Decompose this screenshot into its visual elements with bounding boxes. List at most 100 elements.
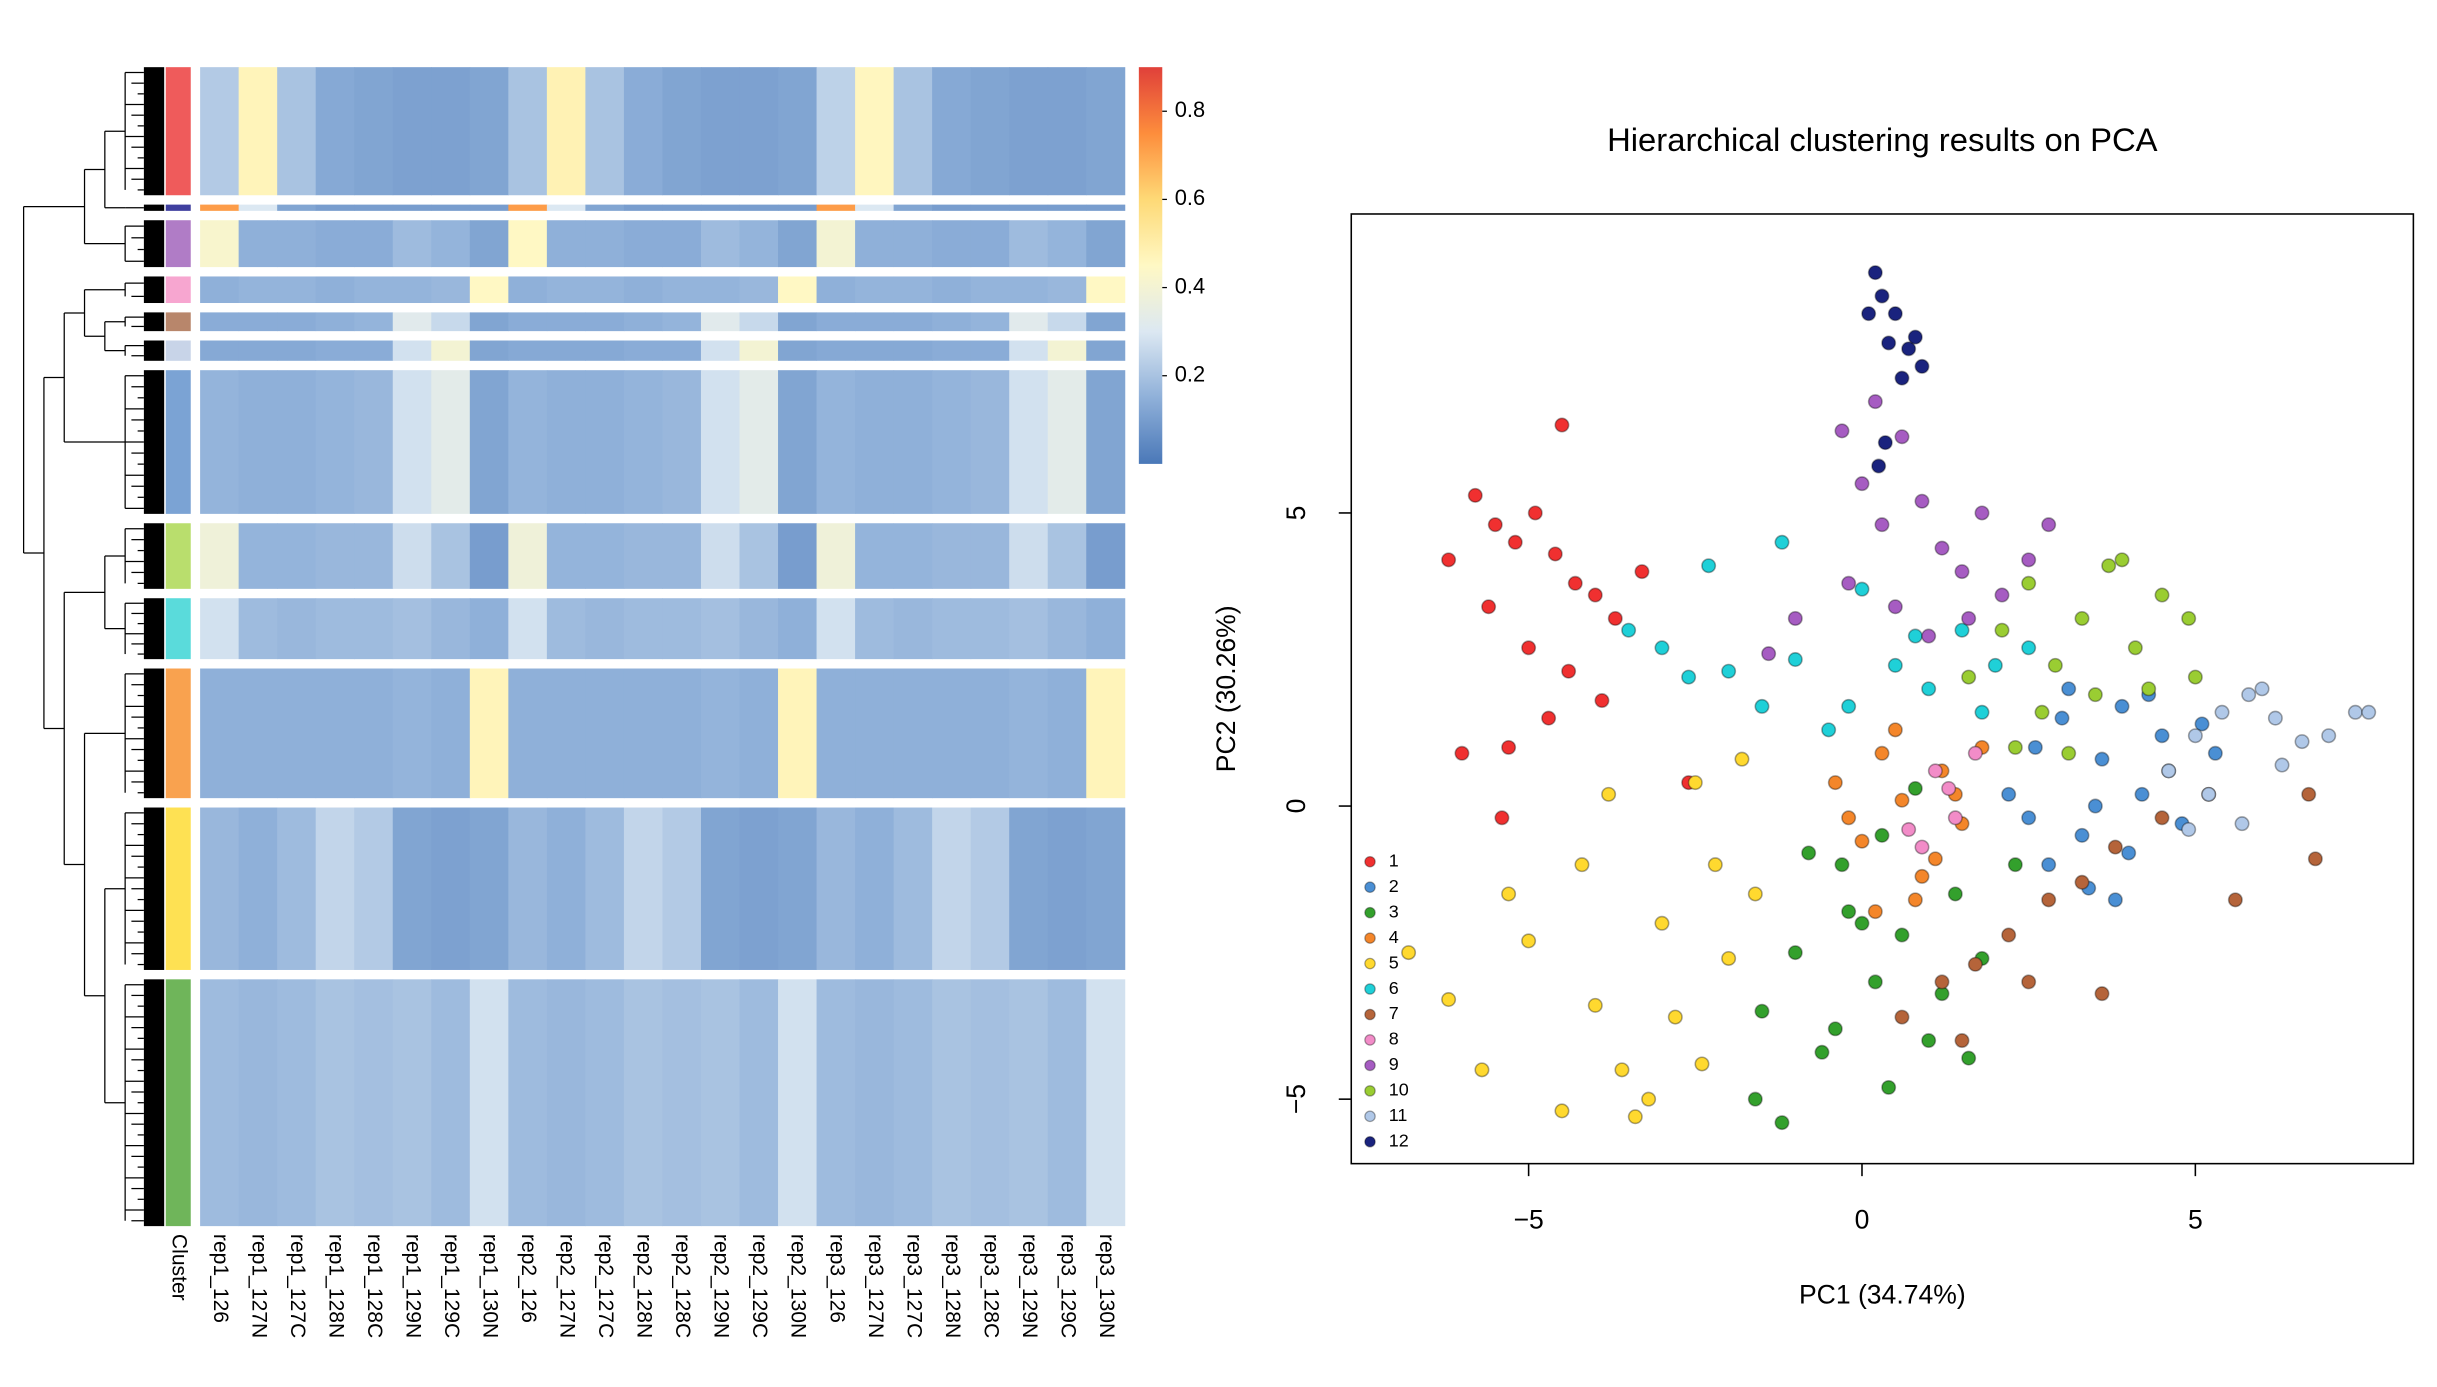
point xyxy=(2101,558,2117,574)
point xyxy=(1541,710,1557,726)
heatmap-cell xyxy=(778,276,818,304)
point xyxy=(1507,534,1523,550)
point xyxy=(1481,599,1497,615)
heatmap-cell xyxy=(1086,370,1126,514)
heatmap-cell xyxy=(932,807,972,970)
heatmap-cell xyxy=(893,67,933,196)
heatmap-cell xyxy=(1009,67,1049,196)
dendrogram-leaves xyxy=(143,204,165,211)
point xyxy=(1614,1062,1630,1078)
heatmap-cell xyxy=(739,276,779,304)
legend-label: 6 xyxy=(1389,978,1399,998)
heatmap-cell xyxy=(623,668,663,799)
heatmap-cell xyxy=(508,340,548,361)
point xyxy=(1934,974,1950,990)
heatmap-cell xyxy=(469,370,509,514)
point xyxy=(1871,458,1887,474)
heatmap-cell xyxy=(585,204,625,211)
heatmap-cell xyxy=(739,67,779,196)
heatmap-cell xyxy=(932,276,972,304)
heatmap-cell xyxy=(200,523,240,589)
heatmap-cell xyxy=(970,523,1010,589)
heatmap-cell xyxy=(778,807,818,970)
heatmap-cell xyxy=(585,807,625,970)
heatmap-cell xyxy=(855,979,895,1227)
point xyxy=(2114,698,2130,714)
heatmap-cell xyxy=(354,370,394,514)
heatmap-cell xyxy=(508,67,548,196)
heatmap-cell xyxy=(970,340,1010,361)
dendrogram-leaves xyxy=(143,340,165,361)
point xyxy=(1734,751,1750,767)
heatmap-cell xyxy=(200,67,240,196)
point xyxy=(1754,698,1770,714)
point xyxy=(2181,610,2197,626)
heatmap-cell xyxy=(739,312,779,332)
heatmap-cell xyxy=(1086,598,1126,660)
heatmap-cell xyxy=(431,220,471,268)
heatmap-cell xyxy=(315,204,355,211)
heatmap-cell xyxy=(1047,312,1087,332)
heatmap-cell xyxy=(623,204,663,211)
heatmap-cell xyxy=(778,204,818,211)
heatmap-cell xyxy=(1009,370,1049,514)
point xyxy=(2201,786,2217,802)
heatmap-cell xyxy=(392,67,432,196)
point xyxy=(1887,657,1903,673)
dendrogram-leaves xyxy=(143,220,165,268)
legend-label: 5 xyxy=(1389,952,1399,972)
heatmap-cell xyxy=(469,807,509,970)
heatmap-cell xyxy=(392,276,432,304)
point xyxy=(1441,992,1457,1008)
heatmap-cell xyxy=(354,204,394,211)
heatmap-cell xyxy=(893,340,933,361)
legend-label: 3 xyxy=(1389,901,1399,921)
point xyxy=(2107,892,2123,908)
point xyxy=(1854,833,1870,849)
dendrogram-leaves xyxy=(143,807,165,970)
heatmap-cell xyxy=(585,220,625,268)
heatmap-cell xyxy=(855,67,895,196)
dendrogram-leaves xyxy=(143,67,165,196)
heatmap-cell xyxy=(277,370,317,514)
heatmap-cell xyxy=(778,668,818,799)
heatmap-cell xyxy=(277,807,317,970)
point xyxy=(1947,810,1963,826)
column-label: rep3_128C xyxy=(979,1234,1002,1338)
point xyxy=(2134,786,2150,802)
legend-label: 10 xyxy=(1389,1080,1409,1100)
heatmap-cell xyxy=(662,807,702,970)
point xyxy=(2227,892,2243,908)
heatmap-cell xyxy=(932,312,972,332)
heatmap-cell xyxy=(238,979,278,1227)
legend-marker xyxy=(1364,1110,1376,1123)
point xyxy=(1961,610,1977,626)
heatmap-cell xyxy=(1086,312,1126,332)
heatmap-cell xyxy=(546,807,586,970)
heatmap-cell xyxy=(315,370,355,514)
column-label: rep1_129N xyxy=(401,1234,424,1338)
heatmap-cell xyxy=(354,67,394,196)
heatmap-cell xyxy=(200,979,240,1227)
legend-marker xyxy=(1364,932,1376,944)
column-label: rep1_127C xyxy=(286,1234,309,1338)
point xyxy=(1921,1033,1937,1049)
heatmap-cell xyxy=(354,340,394,361)
heatmap-cell xyxy=(200,668,240,799)
heatmap-cell xyxy=(431,523,471,589)
heatmap-cell xyxy=(585,276,625,304)
heatmap-cell xyxy=(932,220,972,268)
heatmap-cell xyxy=(392,598,432,660)
column-label: rep2_127C xyxy=(594,1234,617,1338)
heatmap-cell xyxy=(431,668,471,799)
heatmap-cell xyxy=(431,276,471,304)
cluster-bar xyxy=(165,370,191,514)
heatmap-cell xyxy=(816,370,856,514)
cluster-bar xyxy=(165,598,191,660)
heatmap-cell xyxy=(932,370,972,514)
point xyxy=(1914,493,1930,509)
heatmap-cell xyxy=(778,370,818,514)
dendrogram-leaves xyxy=(143,523,165,589)
point xyxy=(1854,915,1870,931)
